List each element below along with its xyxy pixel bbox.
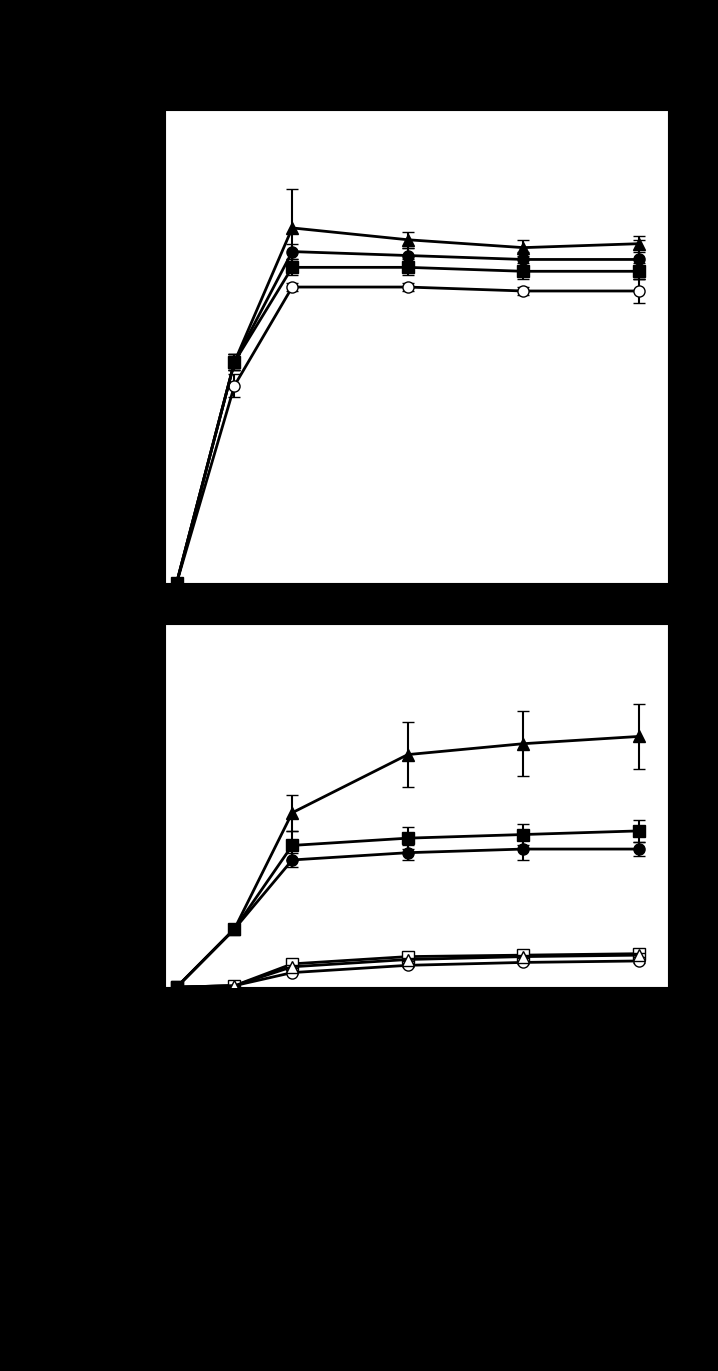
Text: circle label: circle label bbox=[101, 1042, 185, 1056]
Text: triangle label: triangle label bbox=[101, 1193, 201, 1206]
X-axis label: Glucose (g/L): Glucose (g/L) bbox=[370, 1016, 462, 1030]
Y-axis label: Isobutanol (g/L): Isobutanol (g/L) bbox=[128, 751, 142, 860]
Text: square label: square label bbox=[101, 1117, 195, 1131]
Y-axis label: Isobutanol (g/L): Isobutanol (g/L) bbox=[128, 292, 142, 400]
